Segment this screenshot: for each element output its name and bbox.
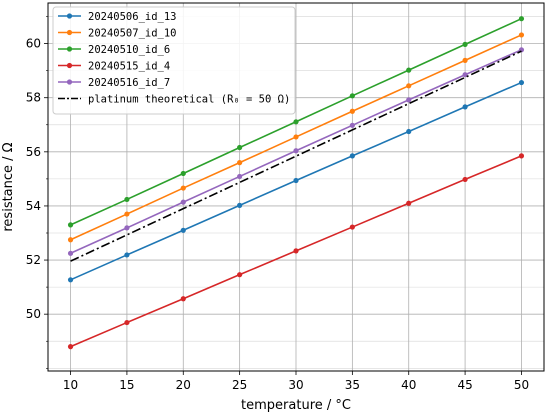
data-point xyxy=(180,185,186,191)
x-tick-label: 15 xyxy=(119,378,134,392)
data-point xyxy=(349,108,355,114)
series-3 xyxy=(67,153,525,350)
data-point xyxy=(518,79,525,86)
data-point xyxy=(67,344,74,350)
data-point xyxy=(406,128,412,135)
data-point xyxy=(237,160,243,166)
data-point xyxy=(293,248,299,254)
legend-item: 20240510_id_6 xyxy=(58,44,170,56)
data-point xyxy=(67,250,74,256)
x-axis-label: temperature / °C xyxy=(241,398,351,413)
data-point xyxy=(462,57,468,63)
data-point xyxy=(293,148,299,154)
legend-label: platinum theoretical (R₀ = 50 Ω) xyxy=(88,94,290,106)
data-point xyxy=(462,176,468,183)
legend-marker xyxy=(66,62,73,69)
data-point xyxy=(518,32,525,38)
data-point xyxy=(124,211,130,217)
y-tick-label: 52 xyxy=(26,253,41,267)
data-point xyxy=(293,119,299,125)
y-tick-label: 60 xyxy=(26,37,41,51)
series-line xyxy=(70,50,522,262)
data-point xyxy=(349,224,355,230)
data-point xyxy=(67,222,74,228)
legend-box xyxy=(52,6,296,115)
legend-item: 20240506_id_13 xyxy=(58,11,177,23)
x-tick-label: 35 xyxy=(345,378,360,392)
data-point xyxy=(518,153,525,159)
legend-item: 20240507_id_10 xyxy=(58,28,177,40)
data-point xyxy=(237,173,243,180)
legend-item: platinum theoretical (R₀ = 50 Ω) xyxy=(58,94,290,106)
legend-label: 20240507_id_10 xyxy=(88,28,177,40)
data-point xyxy=(462,104,468,110)
data-point xyxy=(462,41,468,48)
x-tick-label: 30 xyxy=(288,378,303,392)
x-tick-label: 25 xyxy=(232,378,247,392)
data-point xyxy=(518,16,525,22)
x-tick-label: 20 xyxy=(176,378,191,392)
legend-item: 20240515_id_4 xyxy=(58,61,170,73)
legend-label: 20240510_id_6 xyxy=(88,44,170,56)
data-point xyxy=(237,272,243,278)
data-point xyxy=(349,153,355,159)
data-point xyxy=(406,83,412,89)
data-point xyxy=(124,225,130,231)
legend-item: 20240516_id_7 xyxy=(58,77,170,89)
series-layer xyxy=(67,16,525,350)
data-point xyxy=(406,67,412,73)
data-point xyxy=(293,177,299,184)
y-tick-label: 56 xyxy=(26,145,41,159)
data-point xyxy=(67,277,74,283)
data-point xyxy=(124,196,130,203)
x-axis-ticks: 10 15 20 25 30 35 40 45 50 xyxy=(63,371,529,392)
data-point xyxy=(67,237,74,243)
data-point xyxy=(349,93,355,99)
legend: 20240506_id_13 20240507_id_10 20240510_id_… xyxy=(52,6,296,115)
data-point xyxy=(180,170,186,177)
y-axis-ticks: 50 52 54 56 58 60 xyxy=(26,16,48,369)
series-2 xyxy=(67,16,525,228)
data-point xyxy=(349,122,355,128)
y-tick-label: 58 xyxy=(26,91,41,105)
data-point xyxy=(124,252,130,258)
data-point xyxy=(180,296,186,302)
y-axis-label: resistance / Ω xyxy=(1,142,16,231)
data-point xyxy=(237,144,243,151)
data-point xyxy=(406,200,412,206)
legend-marker xyxy=(66,29,73,36)
legend-label: 20240516_id_7 xyxy=(88,77,170,89)
x-tick-label: 45 xyxy=(457,378,472,392)
x-tick-label: 50 xyxy=(514,378,529,392)
x-tick-label: 10 xyxy=(63,378,78,392)
series-4 xyxy=(67,47,525,256)
legend-marker xyxy=(66,13,73,19)
data-point xyxy=(293,134,299,140)
series-5 xyxy=(70,50,522,262)
legend-marker xyxy=(66,46,73,52)
data-point xyxy=(462,72,468,78)
series-1 xyxy=(67,32,525,243)
x-tick-label: 40 xyxy=(401,378,416,392)
data-point xyxy=(180,227,186,233)
legend-label: 20240506_id_13 xyxy=(88,11,177,23)
data-point xyxy=(237,202,243,208)
data-point xyxy=(406,97,412,103)
legend-label: 20240515_id_4 xyxy=(88,61,170,73)
legend-marker xyxy=(66,79,73,85)
y-tick-label: 50 xyxy=(26,307,41,321)
data-point xyxy=(124,319,130,326)
y-tick-label: 54 xyxy=(26,199,41,213)
data-point xyxy=(180,199,186,205)
series-0 xyxy=(67,79,525,283)
